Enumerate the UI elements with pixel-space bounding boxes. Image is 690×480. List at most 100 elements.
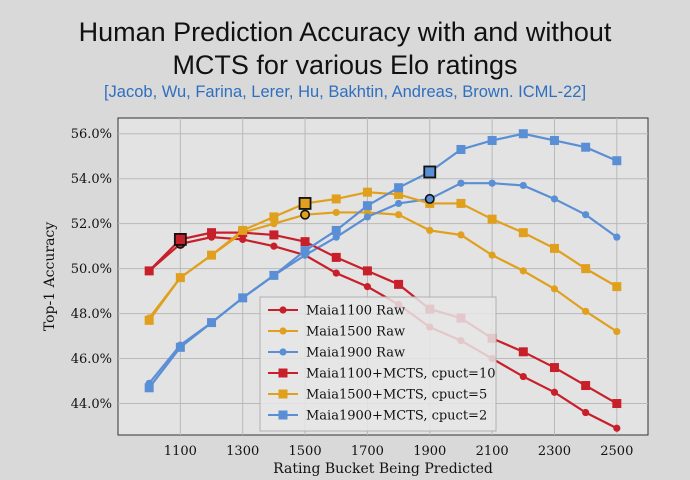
data-point: [613, 327, 621, 336]
slide-title: Human Prediction Accuracy with and witho…: [0, 16, 690, 82]
data-point: [331, 225, 341, 235]
legend-marker: [278, 410, 288, 420]
legend-marker: [279, 306, 287, 314]
data-point: [456, 198, 466, 208]
highlighted-point: [300, 209, 311, 220]
data-point: [175, 273, 185, 283]
legend-label: Maia1100 Raw: [306, 304, 405, 319]
data-point: [144, 315, 154, 325]
data-point: [332, 269, 340, 277]
y-tick-label: 56.0%: [71, 127, 112, 142]
highlighted-point: [173, 233, 187, 246]
data-point: [487, 135, 497, 145]
data-point: [550, 388, 559, 396]
legend-item: Maia1100+MCTS, cpuct=10: [268, 367, 496, 382]
citation: [Jacob, Wu, Farina, Lerer, Hu, Bakhtin, …: [103, 83, 587, 101]
data-point: [518, 347, 528, 357]
slide-title-line-2: MCTS for various Elo ratings: [172, 50, 518, 80]
data-point: [269, 270, 279, 280]
data-point: [550, 285, 559, 293]
series-line: [148, 231, 618, 405]
data-point: [613, 424, 621, 432]
x-axis-label: Rating Bucket Being Predicted: [273, 461, 493, 477]
data-point: [456, 144, 466, 154]
legend-item: Maia1500+MCTS, cpuct=5: [268, 388, 487, 403]
legend-marker: [279, 327, 287, 335]
data-point: [519, 181, 527, 190]
y-axis-label: Top-1 Accuracy: [42, 222, 58, 331]
y-tick-label: 54.0%: [71, 172, 112, 187]
data-point: [549, 363, 559, 373]
data-point: [394, 211, 403, 219]
data-point: [362, 187, 372, 197]
data-point: [394, 189, 404, 199]
data-point: [518, 129, 528, 139]
data-point: [394, 199, 403, 208]
legend-marker: [279, 348, 287, 356]
data-point: [581, 381, 591, 391]
data-point: [238, 293, 248, 303]
data-point: [549, 243, 559, 253]
data-point: [144, 383, 154, 393]
series-line: [148, 132, 618, 389]
data-point: [362, 266, 372, 276]
slide-title-line-1: Human Prediction Accuracy with and witho…: [78, 17, 612, 47]
data-point: [207, 250, 217, 260]
data-point: [582, 211, 590, 219]
legend-label: Maia1900 Raw: [306, 346, 405, 361]
x-tick-label: 1300: [226, 444, 259, 459]
data-point: [581, 264, 591, 274]
data-point: [582, 307, 590, 315]
legend-item: Maia1900 Raw: [268, 346, 405, 361]
data-point: [549, 135, 559, 145]
data-point: [175, 342, 185, 352]
x-tick-label: 2100: [476, 444, 509, 459]
legend-item: Maia1100 Raw: [268, 304, 405, 319]
legend-label: Maia1500 Raw: [306, 325, 405, 340]
series-6: [144, 129, 622, 393]
data-point: [363, 213, 372, 221]
data-point: [332, 208, 340, 217]
data-point: [238, 225, 248, 235]
data-point: [300, 246, 310, 256]
data-point: [239, 235, 247, 244]
data-point: [488, 179, 496, 187]
data-point: [487, 214, 497, 224]
data-point: [207, 318, 217, 328]
y-tick-label: 52.0%: [71, 217, 112, 232]
data-point: [332, 233, 340, 241]
series-line: [148, 191, 618, 321]
data-point: [269, 230, 279, 240]
data-point: [581, 142, 591, 152]
series-line: [148, 236, 618, 430]
data-point: [613, 233, 621, 241]
x-tick-label: 1500: [289, 444, 322, 459]
data-point: [331, 252, 341, 262]
data-point: [519, 267, 527, 275]
y-tick-label: 46.0%: [71, 352, 112, 367]
legend-label: Maia1100+MCTS, cpuct=10: [306, 367, 496, 382]
legend-label: Maia1500+MCTS, cpuct=5: [306, 388, 487, 403]
x-tick-label: 1900: [413, 444, 446, 459]
data-point: [457, 231, 465, 239]
data-point: [331, 194, 341, 204]
data-point: [394, 183, 404, 193]
data-point: [270, 220, 278, 228]
data-point: [394, 279, 404, 289]
data-point: [488, 251, 496, 259]
highlighted-point: [424, 193, 435, 204]
data-point: [519, 372, 527, 381]
data-point: [269, 212, 279, 222]
legend-box: [259, 296, 497, 432]
x-tick-label: 1100: [164, 444, 197, 459]
data-point: [612, 399, 622, 409]
y-tick-label: 50.0%: [71, 262, 112, 277]
legend-marker: [278, 389, 288, 399]
x-tick-label: 2300: [538, 444, 571, 459]
data-point: [550, 195, 559, 203]
legend-label: Maia1900+MCTS, cpuct=2: [306, 409, 487, 424]
x-tick-label: 2500: [600, 444, 633, 459]
data-point: [612, 156, 622, 166]
legend: Maia1100 Raw Maia1500 Raw Maia1900 Raw Maia…: [259, 296, 497, 432]
